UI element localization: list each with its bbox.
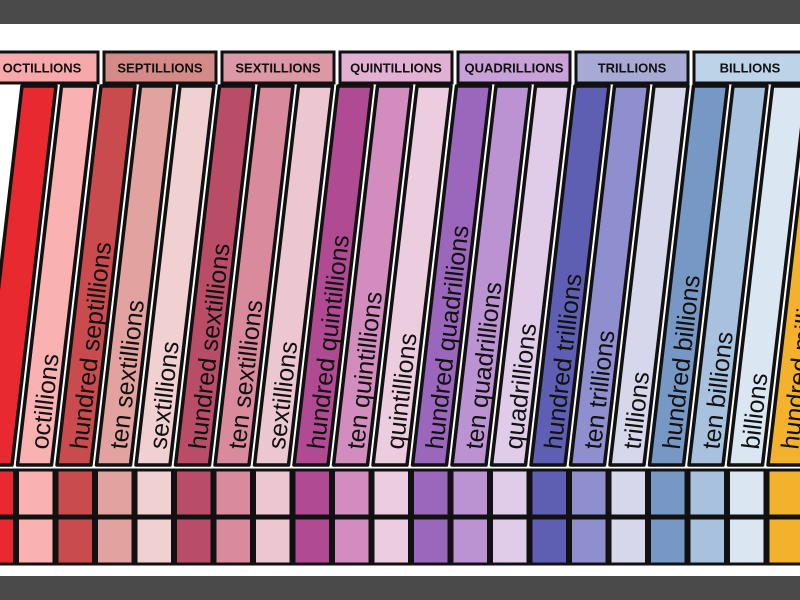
place-value-column — [371, 84, 453, 467]
digit-cell — [174, 468, 214, 518]
digit-cell — [95, 516, 135, 566]
digit-cell — [608, 468, 648, 518]
group-header-label: BILLIONS — [720, 61, 781, 76]
group-header-box — [574, 50, 690, 85]
digit-cell — [95, 468, 135, 518]
digit-cell-grid — [0, 468, 800, 566]
place-value-column — [213, 84, 295, 467]
digit-cell — [16, 516, 56, 566]
digit-cell — [213, 516, 253, 566]
place-value-column — [529, 84, 611, 467]
place-value-column — [489, 84, 572, 467]
digit-cell — [253, 516, 293, 566]
group-header-label: TRILLIONS — [598, 61, 667, 76]
group-header-box — [220, 50, 336, 85]
group-header-label: OCTILLIONS — [3, 61, 82, 76]
group-header-row: OCTILLIONS SEPTILLIONS SEXTILLIONS QUINTILL… — [0, 50, 800, 85]
digit-cell — [608, 516, 648, 566]
place-value-column — [608, 84, 690, 467]
digit-cell — [371, 516, 411, 566]
place-value-column — [766, 174, 800, 467]
digit-cell — [687, 516, 727, 566]
digit-cell — [55, 468, 95, 518]
group-header-box — [456, 50, 572, 85]
place-value-column — [568, 84, 651, 467]
digit-cell — [411, 516, 451, 566]
digit-cell — [213, 468, 253, 518]
digit-cell — [687, 468, 727, 518]
place-value-column — [94, 84, 177, 467]
digit-cell — [134, 468, 174, 518]
digit-cell — [450, 516, 490, 566]
digit-cell — [253, 468, 293, 518]
place-value-column — [55, 84, 137, 467]
group-header-box — [692, 50, 800, 85]
digit-cell — [134, 516, 174, 566]
digit-cell — [371, 468, 411, 518]
digit-cell — [55, 516, 95, 566]
digit-cell — [0, 516, 16, 566]
digit-cell — [766, 516, 800, 566]
place-value-column — [726, 84, 800, 467]
digit-cell — [490, 468, 530, 518]
digit-cell — [332, 516, 372, 566]
group-header-box — [338, 50, 454, 85]
frame-top — [0, 0, 800, 24]
group-header-label: SEPTILLIONS — [117, 61, 203, 76]
place-value-column — [647, 84, 730, 467]
digit-cell — [0, 468, 16, 518]
place-value-column — [0, 84, 58, 467]
place-value-column — [292, 84, 374, 467]
place-value-column — [15, 84, 98, 467]
group-header-label: SEXTILLIONS — [235, 61, 321, 76]
place-value-column — [450, 84, 532, 467]
place-value-column — [410, 84, 493, 467]
digit-cell — [727, 516, 767, 566]
frame-bottom — [0, 576, 800, 600]
group-header-box — [102, 50, 218, 85]
digit-cell — [569, 516, 609, 566]
group-header-label: QUINTILLIONS — [350, 61, 442, 76]
digit-cell — [648, 468, 688, 518]
digit-cell — [569, 468, 609, 518]
place-value-column — [687, 84, 769, 467]
digit-cell — [490, 516, 530, 566]
place-value-column — [252, 84, 335, 467]
group-header-box — [0, 50, 100, 85]
digit-cell — [174, 516, 214, 566]
digit-cell — [332, 468, 372, 518]
digit-cell — [766, 468, 800, 518]
place-value-column — [173, 84, 256, 467]
digit-cell — [411, 468, 451, 518]
place-value-column — [134, 84, 216, 467]
digit-cell — [16, 468, 56, 518]
place-value-column — [331, 84, 414, 467]
digit-cell — [450, 468, 490, 518]
digit-cell — [529, 516, 569, 566]
digit-cell — [727, 468, 767, 518]
digit-cell — [529, 468, 569, 518]
group-header-label: QUADRILLIONS — [465, 61, 564, 76]
digit-cell — [292, 516, 332, 566]
digit-cell — [648, 516, 688, 566]
digit-cell — [292, 468, 332, 518]
